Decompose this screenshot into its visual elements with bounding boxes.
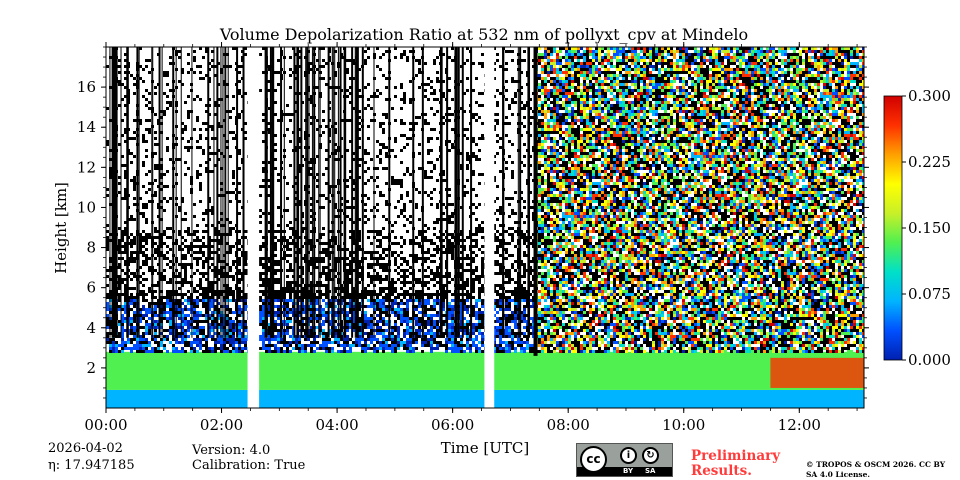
sa-label: SA <box>645 467 656 475</box>
x-tick-label: 12:00 <box>778 416 821 434</box>
colorbar-tick-label: 0.000 <box>908 351 951 369</box>
colorbar-tick-label: 0.075 <box>908 285 951 303</box>
preliminary-results-note: Preliminary Results. <box>691 448 781 479</box>
y-tick-label: 14 <box>77 118 96 136</box>
chart-title: Volume Depolarization Ratio at 532 nm of… <box>219 25 749 44</box>
x-tick-label: 08:00 <box>547 416 590 434</box>
y-tick-label: 10 <box>77 198 96 216</box>
y-tick-label: 2 <box>86 359 96 377</box>
dust-layer <box>770 357 864 388</box>
calibration-label: Calibration: True <box>192 458 306 473</box>
measurement-date: 2026-04-02 <box>48 441 123 456</box>
version-label: Version: 4.0 <box>192 443 271 458</box>
by-label: BY <box>623 467 634 475</box>
y-axis-label: Height [km] <box>52 182 70 274</box>
x-tick-label: 10:00 <box>662 416 705 434</box>
colorbar <box>883 95 903 361</box>
colorbar-tick-label: 0.150 <box>908 219 951 237</box>
colorbar-ticks: 0.000 0.075 0.150 0.225 0.300 <box>902 87 951 369</box>
cc-license-badge: cc i ↻ BY SA <box>576 443 673 477</box>
colorbar-tick-label: 0.225 <box>908 153 951 171</box>
y-tick-label: 16 <box>77 78 96 96</box>
attribution-icon: i <box>620 447 637 464</box>
x-axis: 00:00 02:00 04:00 06:00 08:00 10:00 12:00 <box>84 42 858 434</box>
colorbar-tick-label: 0.300 <box>908 87 951 105</box>
x-tick-label: 00:00 <box>84 416 127 434</box>
copyright-note: © TROPOS & OSCM 2026. CC BY SA 4.0 Licen… <box>806 460 946 479</box>
y-tick-label: 4 <box>86 319 96 337</box>
x-tick-label: 06:00 <box>431 416 474 434</box>
y-tick-label: 6 <box>86 279 96 297</box>
x-tick-label: 04:00 <box>315 416 358 434</box>
x-tick-label: 02:00 <box>200 416 243 434</box>
y-axis: 2 4 6 8 10 12 14 16 <box>77 46 869 399</box>
cc-icon: cc <box>580 446 607 473</box>
y-tick-label: 12 <box>77 158 96 176</box>
depol-heatmap <box>106 47 864 408</box>
x-axis-label: Time [UTC] <box>441 439 530 457</box>
eta-value: η: 17.947185 <box>48 458 135 473</box>
y-tick-label: 8 <box>86 239 96 257</box>
share-alike-icon: ↻ <box>642 447 659 464</box>
